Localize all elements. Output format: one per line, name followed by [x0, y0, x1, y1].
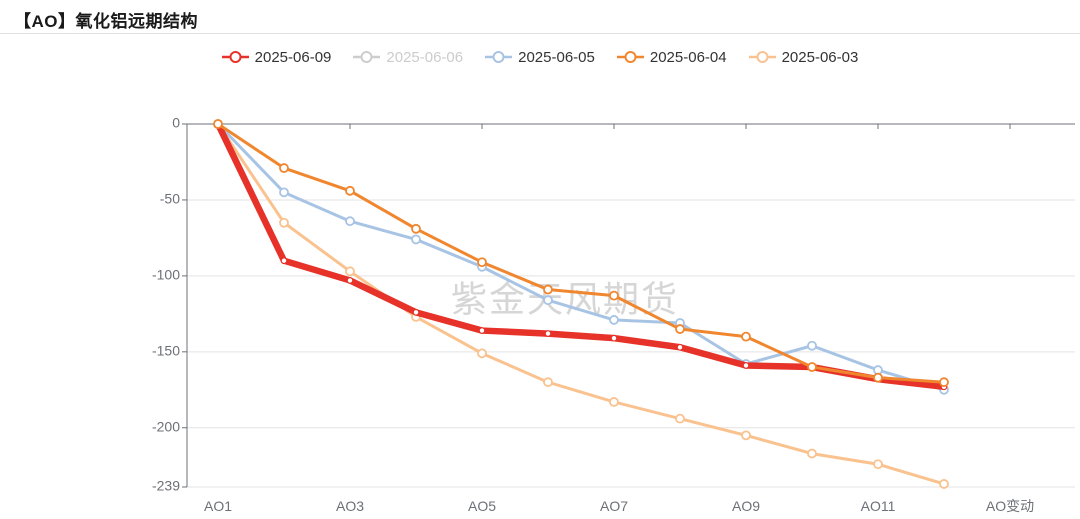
data-point-2025-06-04[interactable]	[873, 372, 883, 383]
legend-item-2025-06-03[interactable]: 2025-06-03	[748, 48, 859, 66]
data-point-2025-06-09[interactable]	[742, 362, 750, 369]
legend-marker-icon	[353, 51, 381, 63]
chart-legend: 2025-06-09 2025-06-06 2025-06-05 2025-06-04…	[0, 46, 1080, 68]
data-point-2025-06-04[interactable]	[741, 331, 751, 342]
legend-label: 2025-06-06	[386, 48, 464, 66]
data-point-2025-06-04[interactable]	[609, 290, 619, 301]
legend-label: 2025-06-05	[518, 48, 595, 66]
legend-marker-icon	[485, 51, 513, 63]
data-point-2025-06-03[interactable]	[477, 348, 487, 359]
data-point-2025-06-03[interactable]	[279, 217, 289, 228]
legend-item-2025-06-04[interactable]: 2025-06-04	[616, 48, 727, 66]
legend-label: 2025-06-03	[781, 48, 859, 66]
data-point-2025-06-04[interactable]	[411, 223, 421, 234]
data-point-2025-06-03[interactable]	[675, 413, 685, 424]
legend-label: 2025-06-04	[649, 48, 727, 66]
data-point-2025-06-03[interactable]	[345, 266, 355, 277]
x-axis-label: AO变动	[986, 498, 1034, 514]
data-point-2025-06-03[interactable]	[939, 479, 949, 489]
y-axis-label: -50	[160, 191, 180, 207]
data-point-2025-06-05[interactable]	[543, 295, 553, 306]
data-point-2025-06-03[interactable]	[543, 377, 553, 388]
data-point-2025-06-05[interactable]	[279, 187, 289, 198]
data-point-2025-06-03[interactable]	[807, 448, 817, 459]
data-point-2025-06-04[interactable]	[939, 377, 949, 388]
watermark: 紫金天风期货	[451, 279, 679, 320]
data-point-2025-06-05[interactable]	[609, 315, 619, 325]
y-axis-label: -150	[152, 343, 180, 359]
series-2025-06-09[interactable]	[214, 120, 948, 391]
data-point-2025-06-09[interactable]	[676, 343, 684, 351]
x-axis-label: AO11	[861, 498, 896, 514]
data-point-2025-06-09[interactable]	[280, 257, 288, 265]
header-divider	[0, 33, 1080, 34]
series-2025-06-04[interactable]	[213, 119, 949, 388]
legend-item-2025-06-09[interactable]: 2025-06-09	[221, 48, 332, 66]
series-2025-06-05[interactable]	[213, 119, 949, 395]
data-point-2025-06-09[interactable]	[610, 334, 618, 342]
x-axis-label: AO5	[468, 498, 496, 514]
data-point-2025-06-05[interactable]	[411, 234, 421, 245]
data-point-2025-06-09[interactable]	[478, 327, 486, 334]
x-axis-label: AO7	[600, 498, 628, 514]
legend-marker-icon	[221, 51, 249, 63]
data-point-2025-06-09[interactable]	[346, 277, 354, 284]
legend-item-2025-06-05[interactable]: 2025-06-05	[485, 49, 595, 66]
y-axis-label: -100	[152, 267, 180, 283]
page-title: 【AO】氧化铝远期结构	[14, 12, 198, 31]
data-point-2025-06-04[interactable]	[807, 362, 817, 372]
data-point-2025-06-04[interactable]	[213, 119, 223, 129]
data-point-2025-06-03[interactable]	[741, 430, 751, 441]
series-line-2025-06-05[interactable]	[216, 122, 946, 392]
data-point-2025-06-04[interactable]	[345, 185, 355, 196]
data-point-2025-06-03[interactable]	[873, 459, 883, 470]
x-axis-label: AO1	[204, 498, 232, 514]
legend-marker-icon	[616, 51, 644, 63]
y-axis-label: -239	[152, 478, 180, 494]
x-axis-label: AO9	[732, 498, 760, 514]
x-axis-label: AO3	[336, 498, 364, 514]
data-point-2025-06-04[interactable]	[279, 163, 289, 173]
series-line-2025-06-04[interactable]	[216, 122, 946, 384]
data-point-2025-06-04[interactable]	[675, 324, 685, 334]
data-point-2025-06-04[interactable]	[477, 257, 487, 268]
series-line-2025-06-03[interactable]	[216, 122, 946, 486]
data-point-2025-06-09[interactable]	[412, 308, 420, 316]
data-point-2025-06-05[interactable]	[345, 216, 355, 227]
data-point-2025-06-05[interactable]	[807, 340, 817, 351]
y-axis-label: 0	[172, 115, 180, 131]
y-axis-label: -200	[152, 418, 180, 434]
data-point-2025-06-09[interactable]	[544, 330, 552, 337]
legend-marker-icon	[748, 51, 776, 63]
data-point-2025-06-03[interactable]	[609, 397, 619, 407]
data-point-2025-06-04[interactable]	[543, 284, 553, 295]
legend-item-2025-06-06[interactable]: 2025-06-06	[353, 49, 463, 66]
legend-label: 2025-06-09	[254, 48, 332, 66]
